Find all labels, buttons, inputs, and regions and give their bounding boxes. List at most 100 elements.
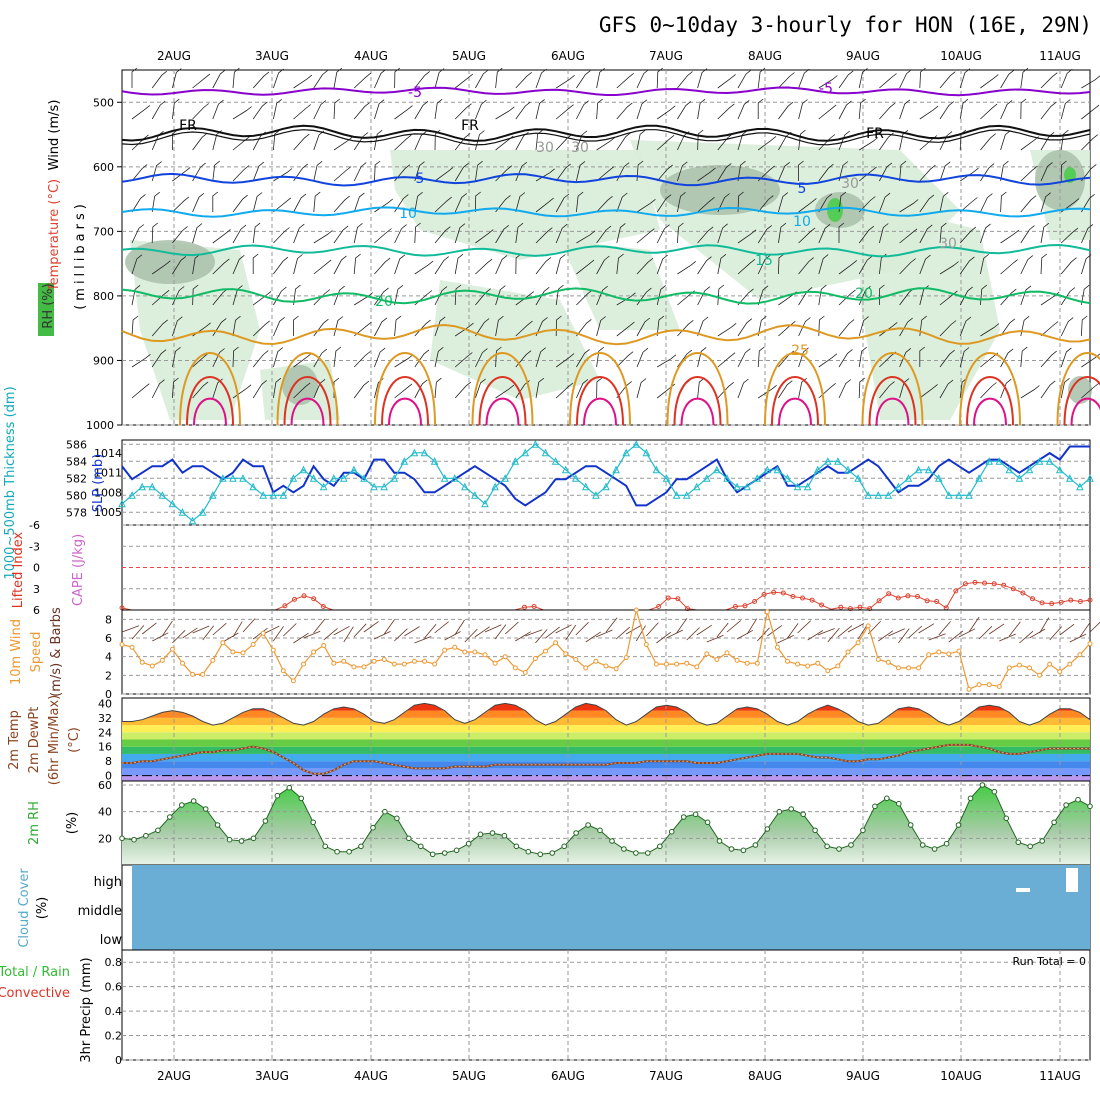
wind-barb: [999, 633, 1016, 642]
rh-point: [119, 835, 125, 842]
wind-barb: [778, 72, 795, 89]
ylabel-2m-rh: 2m RH: [27, 801, 42, 845]
rh-point: [418, 843, 424, 850]
wind-barb: [273, 316, 285, 337]
wind-barb: [899, 258, 916, 275]
date-label-top: 4AUG: [354, 49, 388, 63]
wind-speed-point: [502, 654, 508, 660]
wind-barb: [737, 99, 750, 120]
wind-barb: [737, 69, 752, 89]
thickness-point: [955, 491, 963, 499]
wind-barb: [697, 68, 708, 89]
wind-speed-point: [774, 644, 780, 650]
wind-barb: [757, 346, 765, 368]
thickness-point: [400, 457, 409, 465]
contour-label: FR: [179, 118, 197, 134]
wind-barb: [1059, 623, 1075, 636]
wind-barb: [585, 631, 602, 643]
wind-barb: [1000, 259, 1018, 275]
wind-barb: [535, 257, 552, 275]
contour-label: 10: [793, 214, 811, 230]
wind-barb: [454, 133, 471, 151]
rh-point: [1087, 803, 1093, 810]
rh-point: [322, 843, 329, 850]
wind-speed-point: [895, 665, 901, 671]
wind-barb: [202, 625, 215, 641]
lifted-index-point: [752, 599, 758, 604]
wind-barb: [899, 228, 918, 244]
y-tick-label-left: 580: [66, 489, 87, 502]
wind-speed-point: [785, 658, 790, 664]
wind-barb: [1040, 321, 1059, 337]
wind-barb: [172, 630, 186, 644]
rh-point: [704, 819, 711, 826]
wind-barb: [515, 631, 531, 642]
ylabel-temperature: Temperature (°C): [47, 179, 62, 292]
wind-speed-point: [331, 660, 337, 666]
wind-barb: [1020, 255, 1034, 275]
y-tick-label: 32: [98, 712, 112, 725]
wind-speed-point: [190, 671, 196, 677]
wind-barb: [717, 253, 727, 275]
wind-barb: [899, 99, 911, 120]
wind-barb: [495, 285, 506, 306]
wind-barb: [838, 161, 849, 182]
wind-barb: [1060, 99, 1071, 120]
wind-barb: [333, 316, 344, 337]
wind-barb: [333, 136, 353, 151]
rh-point: [441, 850, 448, 856]
lifted-index-point: [905, 593, 911, 599]
thickness-point: [975, 474, 983, 482]
rh-point: [931, 846, 938, 852]
wind-barb: [293, 133, 310, 151]
rh-point: [286, 784, 293, 791]
thickness-point: [1086, 474, 1094, 482]
rh-point: [310, 819, 317, 826]
wind-barb: [778, 192, 789, 213]
wind-barb: [535, 227, 553, 244]
wind-barb: [232, 254, 245, 275]
wind-speed-point: [169, 646, 175, 652]
wind-barb: [555, 284, 564, 306]
rh-shading-high: [827, 198, 843, 222]
wind-barb: [919, 384, 938, 399]
wind-barb: [374, 99, 385, 120]
wind-barb: [798, 99, 808, 120]
wind-barb: [192, 192, 205, 213]
thickness-point: [662, 474, 671, 482]
wind-barb: [596, 166, 615, 182]
wind-speed-point: [250, 642, 256, 647]
wind-barb: [353, 351, 371, 368]
thickness-point: [622, 448, 630, 457]
rh-point: [525, 848, 532, 855]
thickness-point: [965, 491, 973, 499]
wind-barb: [1020, 346, 1028, 368]
wind-barb: [959, 256, 975, 275]
wind-barb: [737, 191, 744, 213]
wind-barb: [615, 626, 630, 640]
wind-barb: [879, 284, 885, 305]
rh-point: [788, 806, 795, 812]
wind-barb: [636, 69, 650, 89]
wind-barb: [767, 625, 783, 637]
rh-point: [764, 826, 771, 832]
warm-contour: [861, 352, 924, 426]
wind-barb: [576, 100, 589, 120]
wind-barb: [817, 628, 835, 636]
wind-barb: [293, 382, 311, 399]
wind-barb: [434, 346, 444, 368]
wind-barb: [717, 381, 734, 399]
date-label-bottom: 11AUG: [1039, 1069, 1081, 1083]
rh-point: [190, 798, 197, 804]
thickness-point: [430, 457, 439, 465]
wind-barb: [565, 624, 577, 641]
lifted-index-point: [838, 604, 844, 610]
wind-barb: [504, 621, 519, 635]
wind-barb: [596, 136, 616, 151]
date-label-top: 10AUG: [940, 49, 982, 63]
wind-barb: [959, 316, 972, 337]
wind-barb: [948, 630, 964, 643]
bottom-date-axis: 2AUG 3AUG 4AUG 5AUG 6AUG 7AUG 8AUG 9AUG 10AUG 11A…: [157, 1069, 1081, 1083]
wind-speed-point: [482, 652, 488, 658]
wind-barb: [757, 98, 764, 119]
